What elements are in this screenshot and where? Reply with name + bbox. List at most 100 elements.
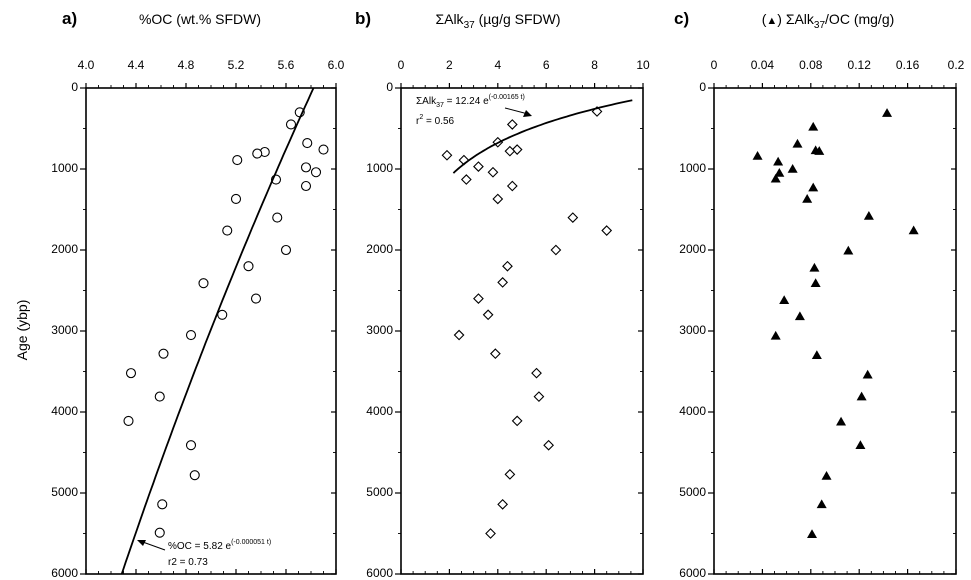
data-point [318, 144, 329, 155]
y-tick-label: 5000 [51, 485, 78, 499]
data-point [497, 277, 509, 288]
fit-equation-a-main: %OC = 5.82 e [168, 541, 232, 552]
data-point [482, 309, 494, 321]
x-tick-label: 0.08 [799, 58, 823, 72]
data-point [531, 367, 542, 379]
data-point [185, 329, 197, 341]
x-tick-label: 10 [636, 58, 650, 72]
data-point [567, 212, 579, 223]
ticks-b: 0 2 4 6 8 10 0 1000 2000 3000 4000 5000 6000 [366, 58, 650, 580]
data-point [802, 193, 813, 203]
data-point [280, 244, 292, 256]
data-point [550, 244, 562, 256]
data-point [808, 182, 819, 192]
x-tick-label: 4.4 [128, 58, 145, 72]
y-tick-label: 5000 [679, 485, 706, 499]
y-tick-label: 0 [386, 80, 393, 94]
data-point [808, 121, 819, 131]
data-point [300, 180, 312, 192]
fit-r2-b-sup: 2 [419, 114, 423, 121]
y-tick-label: 3000 [366, 323, 393, 337]
y-tick-label: 4000 [366, 404, 393, 418]
fit-line-a [120, 87, 315, 575]
data-point [250, 293, 262, 304]
data-point [533, 391, 545, 402]
panel-label-a: a) [62, 9, 77, 28]
y-tick-label: 6000 [366, 566, 393, 580]
y-tick-label: 2000 [51, 242, 78, 256]
data-point [272, 212, 283, 223]
y-tick-label: 0 [71, 80, 78, 94]
x-axis-title-c-rest: /OC (mg/g) [825, 11, 894, 27]
data-point [779, 295, 790, 304]
data-point [453, 329, 465, 341]
data-point [123, 415, 134, 426]
fit-annotation-a: %OC = 5.82 e(-0.000051 t) r2 = 0.73 [137, 539, 271, 568]
y-tick-label: 4000 [679, 404, 706, 418]
panel-a: a) %OC (wt.% SFDW) Age (ybp) 4.0 4.4 4.8 5.… [14, 9, 345, 580]
x-axis-title-c-sub: 37 [814, 20, 826, 31]
x-tick-label: 4 [494, 58, 501, 72]
data-point [770, 173, 781, 183]
fit-annotation-b: ΣAlk37 = 12.24 e(-0.00165 t) r2 = 0.56 [416, 94, 532, 127]
panel-b: b) ΣAlk37 (µg/g SFDW) 0 2 4 6 8 1001000200030… [355, 9, 650, 580]
data-point [543, 439, 554, 451]
data-point [601, 225, 613, 236]
marks-b [441, 106, 613, 539]
data-point [506, 180, 518, 192]
fit-equation-a-exponent: (-0.000051 t) [231, 539, 271, 546]
y-tick-label: 6000 [51, 566, 78, 580]
x-tick-label: 8 [591, 58, 598, 72]
data-point [230, 193, 242, 205]
data-point [485, 528, 496, 539]
data-point [497, 498, 509, 510]
fit-r2-b: r2 = 0.56 [416, 114, 455, 127]
data-point [504, 468, 516, 480]
data-point [158, 348, 169, 359]
marks-a [123, 107, 329, 538]
data-point [185, 440, 197, 451]
data-point [460, 174, 472, 185]
x-tick-label: 0.16 [896, 58, 920, 72]
data-point [811, 350, 822, 360]
fit-line-b [452, 99, 633, 174]
data-point [189, 470, 200, 481]
ticks-a: 4.0 4.4 4.8 5.2 5.6 6.0 0 1000 2000 3000 4000 5000 6… [51, 58, 344, 580]
data-point [487, 166, 499, 178]
data-point [217, 309, 228, 320]
y-tick-label: 6000 [679, 566, 706, 580]
data-point [492, 193, 504, 205]
x-tick-label: 2 [446, 58, 453, 72]
data-point [794, 311, 805, 321]
y-tick-label: 1000 [679, 161, 706, 175]
data-point [836, 416, 847, 426]
x-tick-label: 0.2 [948, 58, 965, 72]
y-tick-label: 0 [699, 80, 706, 94]
fit-equation-b: ΣAlk37 = 12.24 e(-0.00165 t) [416, 94, 525, 109]
data-point [856, 391, 867, 401]
data-point [232, 155, 243, 166]
y-tick-label: 2000 [366, 242, 393, 256]
data-point [752, 151, 763, 160]
y-tick-label: 1000 [366, 161, 393, 175]
data-point [770, 330, 781, 340]
data-point [502, 260, 513, 272]
x-axis-title-c-main: ) ΣAlk [777, 11, 815, 27]
data-point [154, 527, 165, 538]
data-point [310, 167, 322, 178]
x-axis-title-b: ΣAlk37 (µg/g SFDW) [435, 11, 560, 31]
y-tick-label: 4000 [51, 404, 78, 418]
data-point [511, 144, 523, 155]
data-point [243, 261, 254, 272]
fit-equation-b-sub: 37 [436, 102, 444, 109]
fit-equation-b-exponent: (-0.00165 t) [489, 94, 525, 101]
annotation-arrowhead-b [523, 110, 532, 117]
fit-equation-b-rest: = 12.24 e [444, 96, 489, 107]
fit-r2-a: r2 = 0.73 [168, 557, 208, 568]
data-point [504, 145, 516, 157]
data-point [908, 225, 919, 235]
data-point [787, 164, 798, 173]
y-axis-title: Age (ybp) [14, 300, 30, 361]
data-point [809, 262, 820, 272]
y-tick-label: 2000 [679, 242, 706, 256]
